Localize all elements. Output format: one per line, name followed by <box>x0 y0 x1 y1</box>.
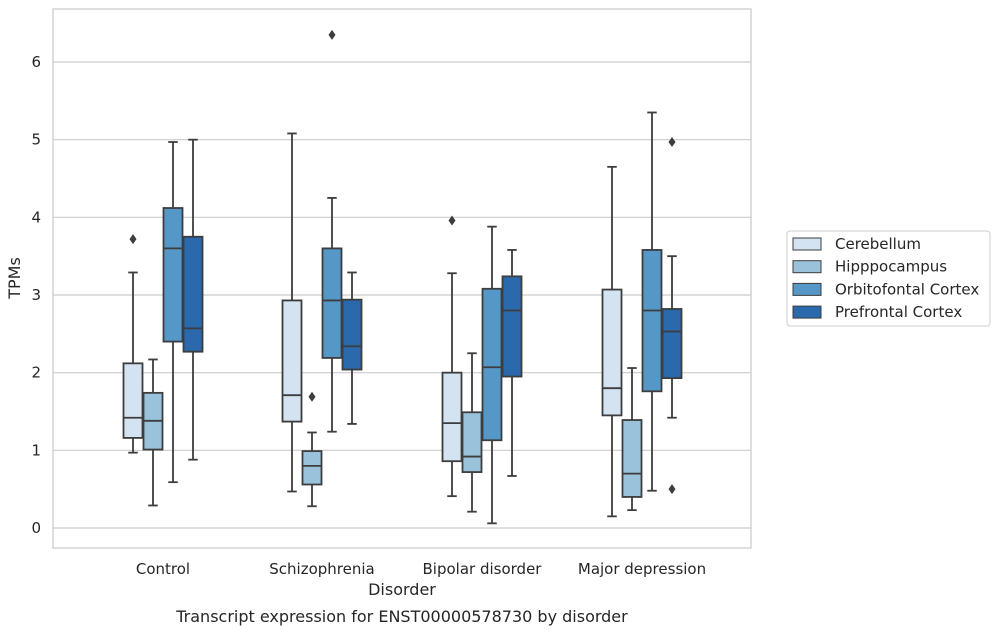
outlier-point <box>328 29 336 40</box>
box-iqr <box>601 288 623 417</box>
box-iqr <box>461 411 483 473</box>
legend-swatch <box>792 260 822 274</box>
y-tick-label: 4 <box>31 208 41 226</box>
y-axis-label: TPMs <box>5 257 24 300</box>
box-hipppocampus <box>461 352 483 513</box>
outlier-point <box>668 136 676 147</box>
y-tick-label: 6 <box>31 53 41 71</box>
legend-label: Hipppocampus <box>835 258 947 276</box>
x-tick-label: Schizophrenia <box>269 560 374 578</box>
legend-label: Prefrontal Cortex <box>835 303 962 321</box>
legend-frame <box>786 230 991 327</box>
box-cerebellum <box>281 132 303 493</box>
box-iqr <box>281 299 303 423</box>
box-iqr <box>621 419 643 498</box>
outlier-point <box>308 391 316 402</box>
box-hipppocampus <box>621 367 643 512</box>
box-iqr <box>501 275 523 378</box>
x-tick-label: Control <box>136 560 190 578</box>
box-orbitofontal-cortex <box>321 29 343 433</box>
box-iqr <box>481 287 503 442</box>
box-iqr <box>441 371 463 463</box>
y-tick-label: 3 <box>31 286 41 304</box>
y-tick-label: 2 <box>31 364 41 382</box>
box-hipppocampus <box>142 358 164 507</box>
x-axis-label: Disorder <box>368 580 436 599</box>
x-tick-labels: Control Schizophrenia Bipolar disorder Majo… <box>136 560 706 578</box>
box-iqr <box>661 308 683 380</box>
box-series <box>122 29 683 525</box>
legend-label: Orbitofontal Cortex <box>835 280 979 298</box>
box-prefrontal-cortex <box>501 249 523 477</box>
box-iqr <box>641 249 663 393</box>
x-tick-label: Bipolar disorder <box>423 560 543 578</box>
chart-caption: Transcript expression for ENST0000057873… <box>175 607 628 626</box>
legend-swatch <box>792 305 822 319</box>
y-tick-label: 1 <box>31 441 41 459</box>
legend-swatch <box>792 282 822 296</box>
box-hipppocampus <box>301 391 323 508</box>
y-tick-labels: 0 1 2 3 4 5 6 <box>31 53 41 537</box>
box-iqr <box>122 362 144 439</box>
box-orbitofontal-cortex <box>481 225 503 525</box>
legend-swatch <box>792 237 822 251</box>
box-cerebellum <box>441 215 463 498</box>
legend-label: Cerebellum <box>835 235 921 253</box>
box-iqr <box>301 450 323 486</box>
box-orbitofontal-cortex <box>162 141 184 484</box>
box-orbitofontal-cortex <box>641 111 663 492</box>
box-iqr <box>341 298 363 371</box>
box-cerebellum <box>601 165 623 518</box>
box-iqr <box>182 235 204 353</box>
x-tick-label: Major depression <box>578 560 706 578</box>
box-iqr <box>321 247 343 359</box>
outlier-point <box>129 234 137 245</box>
outlier-point <box>448 215 456 226</box>
legend: Cerebellum Hipppocampus Orbitofontal Corte… <box>786 230 991 327</box>
box-iqr <box>162 207 184 343</box>
y-tick-label: 0 <box>31 519 41 537</box>
y-tick-label: 5 <box>31 131 41 149</box>
box-prefrontal-cortex <box>182 138 204 461</box>
box-prefrontal-cortex <box>341 271 363 425</box>
box-cerebellum <box>122 234 144 454</box>
outlier-point <box>668 484 676 495</box>
plot-frame <box>52 8 752 549</box>
box-prefrontal-cortex <box>661 136 683 495</box>
